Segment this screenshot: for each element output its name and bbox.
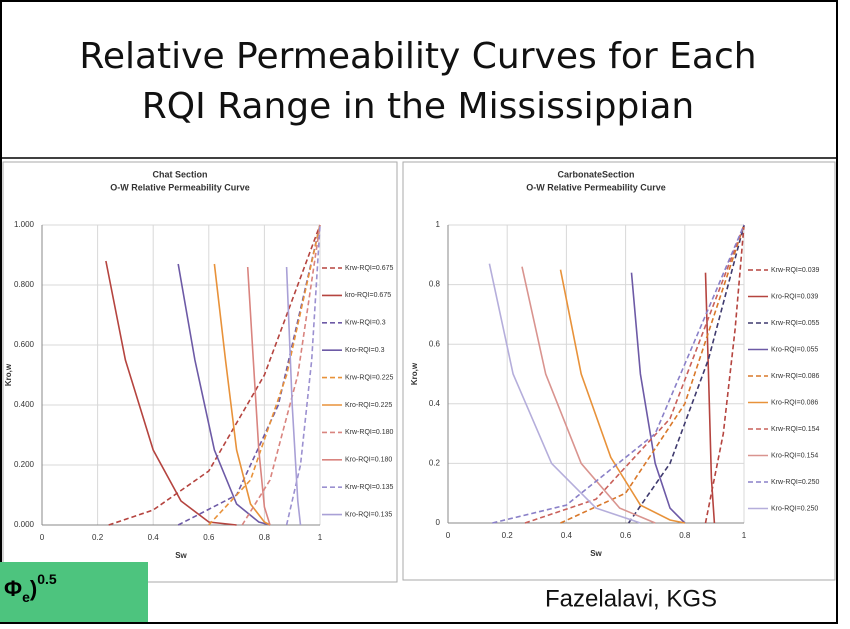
y-tick-label: 0.600 xyxy=(14,340,35,349)
badge-sup: 0.5 xyxy=(37,571,57,587)
x-tick-label: 0.4 xyxy=(148,533,160,542)
x-tick-label: 1 xyxy=(318,533,323,542)
series-line xyxy=(208,224,321,526)
y-tick-label: 0.8 xyxy=(429,280,441,289)
legend-label: Krw-RQI=0.3 xyxy=(345,320,386,327)
series-line xyxy=(285,224,321,526)
legend-label: Kro-RQI=0.250 xyxy=(771,505,818,512)
badge-sub: e xyxy=(22,589,30,605)
y-tick-label: 0.2 xyxy=(429,459,441,468)
series-line xyxy=(521,266,656,524)
series-line xyxy=(627,224,745,524)
series-line xyxy=(560,224,745,524)
series-line xyxy=(213,263,271,526)
badge-close: ) xyxy=(30,576,37,601)
legend-label: Krw-RQI=0.250 xyxy=(771,479,820,486)
x-tick-label: 0 xyxy=(446,531,451,540)
series-line xyxy=(241,224,321,526)
series-line xyxy=(704,272,716,524)
legend-label: kro-RQI=0.675 xyxy=(345,292,391,299)
y-tick-label: 0.200 xyxy=(14,460,35,469)
legend-label: Kro-RQI=0.180 xyxy=(345,457,392,464)
legend-label: Krw-RQI=0.055 xyxy=(771,320,820,327)
series-line xyxy=(285,266,302,526)
y-tick-label: 1.000 xyxy=(14,220,35,229)
y-tick-label: 0.800 xyxy=(14,280,35,289)
x-tick-label: 0.8 xyxy=(679,531,691,540)
x-tick-label: 0.8 xyxy=(259,533,271,542)
legend-label: Kro-RQI=0.086 xyxy=(771,399,818,406)
charts: Chat Section O-W Relative Permeability Cu… xyxy=(4,169,819,560)
badge-text: Φe)0.5 xyxy=(4,571,57,605)
badge-box xyxy=(0,562,148,622)
chart-panel xyxy=(402,161,836,581)
series-line xyxy=(488,263,641,524)
legend-label: Kro-RQI=0.225 xyxy=(345,402,392,409)
legend-label: Kro-RQI=0.154 xyxy=(771,452,818,459)
x-axis-label: Sw xyxy=(175,551,187,560)
x-tick-label: 0.2 xyxy=(92,533,104,542)
x-tick-label: 0.6 xyxy=(620,531,632,540)
legend-label: Krw-RQI=0.039 xyxy=(771,267,820,274)
slide-title: RQI Range in the Mississippian xyxy=(142,86,694,127)
legend-label: Kro-RQI=0.3 xyxy=(345,347,385,354)
chart-title: CarbonateSection xyxy=(557,169,634,179)
chart-panel xyxy=(2,161,398,583)
x-tick-label: 1 xyxy=(742,531,747,540)
chart-subtitle: O-W Relative Permeability Curve xyxy=(110,182,250,192)
series-line xyxy=(630,272,686,524)
legend-label: Krw-RQI=0.675 xyxy=(345,265,394,272)
y-tick-label: 0.4 xyxy=(429,399,441,408)
series-line xyxy=(105,260,237,526)
legend-label: Kro-RQI=0.039 xyxy=(771,293,818,300)
series-line xyxy=(246,266,271,526)
y-tick-label: 1 xyxy=(436,220,441,229)
series-line xyxy=(524,224,745,524)
y-tick-label: 0.400 xyxy=(14,400,35,409)
x-tick-label: 0.2 xyxy=(502,531,514,540)
y-tick-label: 0.000 xyxy=(14,520,35,529)
series-line xyxy=(559,269,685,524)
footer: Fazelalavi, KGS xyxy=(545,585,717,612)
chart-subtitle: O-W Relative Permeability Curve xyxy=(526,182,666,192)
legend-label: Krw-RQI=0.086 xyxy=(771,373,820,380)
x-tick-label: 0 xyxy=(40,533,45,542)
chart-title: Chat Section xyxy=(152,169,207,179)
legend-label: Krw-RQI=0.180 xyxy=(345,429,394,436)
series-line xyxy=(177,263,271,526)
legend-label: Kro-RQI=0.055 xyxy=(771,346,818,353)
x-axis-label: Sw xyxy=(590,549,602,558)
x-tick-label: 0.4 xyxy=(561,531,573,540)
series-line xyxy=(704,224,745,524)
slide-title: Relative Permeability Curves for Each xyxy=(79,36,756,77)
legend-label: Kro-RQI=0.135 xyxy=(345,511,392,518)
y-axis-label: Kro,w xyxy=(4,363,13,386)
legend-label: Krw-RQI=0.135 xyxy=(345,484,394,491)
y-tick-label: 0.6 xyxy=(429,339,441,348)
series-line xyxy=(108,224,321,526)
y-axis-label: Kro,w xyxy=(410,362,419,385)
legend-label: Krw-RQI=0.225 xyxy=(345,374,394,381)
x-tick-label: 0.6 xyxy=(203,533,215,542)
legend-label: Krw-RQI=0.154 xyxy=(771,426,820,433)
y-tick-label: 0 xyxy=(436,518,441,527)
badge-symbol: Φ xyxy=(4,576,22,601)
